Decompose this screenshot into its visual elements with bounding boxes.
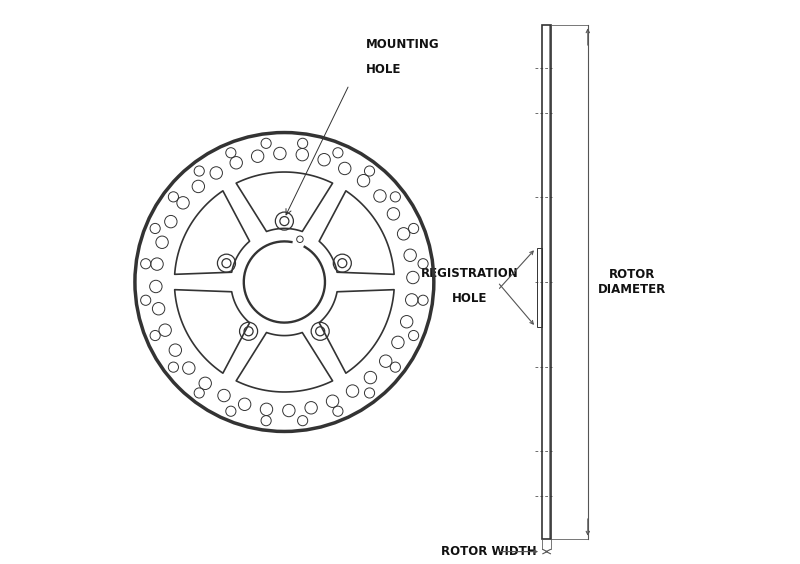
Bar <box>537 248 542 327</box>
Text: HOLE: HOLE <box>452 292 487 306</box>
Text: HOLE: HOLE <box>366 63 402 76</box>
Bar <box>549 25 551 539</box>
Text: ROTOR
DIAMETER: ROTOR DIAMETER <box>598 268 666 296</box>
Text: MOUNTING: MOUNTING <box>366 38 440 51</box>
Bar <box>542 25 551 539</box>
Text: REGISTRATION: REGISTRATION <box>421 267 518 280</box>
Text: ROTOR WIDTH: ROTOR WIDTH <box>441 545 537 558</box>
